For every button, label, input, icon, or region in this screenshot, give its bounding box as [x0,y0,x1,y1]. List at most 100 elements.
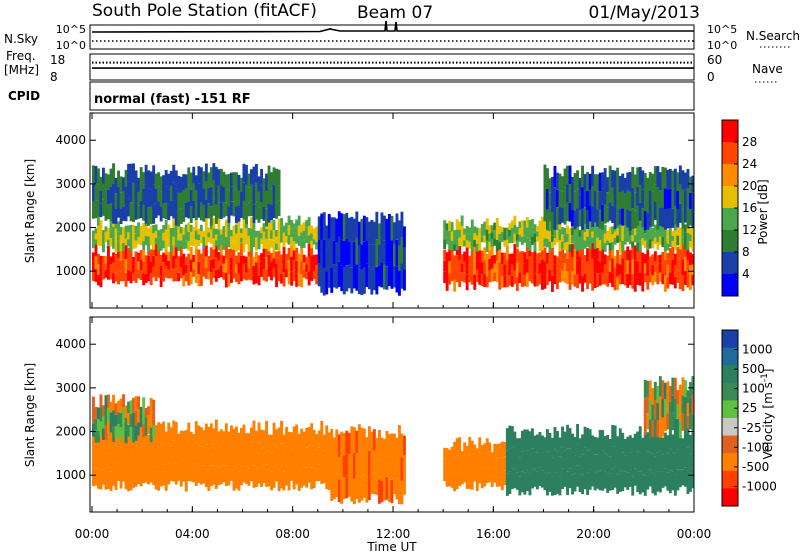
power-cell [641,223,645,231]
velocity-cell [393,453,396,474]
power-cell [194,239,198,249]
velocity-cell [144,407,148,418]
cpid-text: normal (fast) -151 RF [94,92,251,107]
velocity-cell [556,451,559,473]
power-cell [508,230,512,237]
power-cell [483,221,487,229]
velocity-cell [167,463,171,485]
power-cell [596,174,600,192]
power-cell [280,226,283,235]
velocity-cell [124,418,128,431]
power-cell [139,260,143,271]
velocity-cell [219,447,223,466]
velocity-cell [485,438,489,454]
power-cell [538,241,542,252]
power-cell [97,264,100,275]
velocity-cell [385,431,389,454]
power-cell [317,239,321,263]
power-cell [114,253,118,264]
power-cell [656,166,660,188]
power-cell [255,244,258,251]
power-cell [536,236,539,242]
power-cell [260,238,263,245]
power-cell [588,228,592,239]
velocity-cell [488,442,492,456]
velocity-cell [483,457,487,472]
power-cell [232,172,236,187]
power-cell [398,270,401,296]
power-colorbar-swatch [722,252,738,275]
velocity-cell [122,394,125,408]
power-cell [217,260,221,270]
power-cell [536,275,539,287]
power-cell [448,272,452,285]
power-cell [468,234,472,242]
velocity-cell [164,451,168,472]
power-cell [470,249,474,262]
power-cell [571,270,574,285]
power-cell [119,226,123,235]
power-cell [556,230,559,237]
power-cell [556,256,559,268]
power-panel-frame [89,112,695,309]
velocity-cell [305,467,309,488]
power-cell [270,238,273,248]
power-cell [455,255,459,269]
power-cell [578,236,582,244]
power-cell [656,234,660,242]
velocity-cell [235,467,238,489]
power-cell [663,240,667,252]
velocity-cell [475,448,479,463]
power-cell [147,188,151,208]
power-colorbar-swatch [722,142,738,165]
power-cell [202,230,206,237]
power-cell [212,249,216,259]
power-cell [601,205,605,222]
power-cell [114,193,118,209]
power-cell [305,227,309,236]
power-cell [295,247,299,261]
power-cell [217,269,221,278]
velocity-cell [99,431,103,451]
velocity-cell [315,465,319,482]
velocity-cell [317,447,321,465]
power-cell [463,251,467,262]
power-cell [498,233,502,242]
velocity-cell [663,398,667,415]
power-cell [312,270,316,279]
power-cell [250,257,253,269]
power-cell [525,237,529,248]
power-cell [104,237,108,243]
power-cell [541,239,544,251]
velocity-cell [546,473,549,496]
power-cell [217,218,221,230]
power-cell [265,269,268,282]
power-cell [287,235,291,245]
power-cell [663,188,667,209]
velocity-cell [157,422,161,445]
power-cell [473,226,477,234]
power-cell [172,255,176,269]
velocity-cell [202,447,206,466]
power-cell [310,268,314,281]
velocity-cell [179,449,183,468]
power-cell [641,189,645,209]
power-cell [142,223,146,232]
velocity-cell [154,425,158,447]
power-cell [395,213,399,240]
velocity-cell [197,463,201,483]
power-cell [352,218,356,242]
power-cell [212,180,216,199]
power-cell [194,258,198,271]
power-cell [174,207,178,226]
power-cell [636,206,640,226]
power-cell [488,225,492,234]
power-cell [608,227,612,235]
power-cell [553,231,557,239]
velocity-cell [678,435,682,453]
power-cell [265,228,268,239]
power-cell [292,241,296,251]
power-cell [581,245,584,262]
power-cell [633,276,637,292]
velocity-cell [643,454,647,476]
